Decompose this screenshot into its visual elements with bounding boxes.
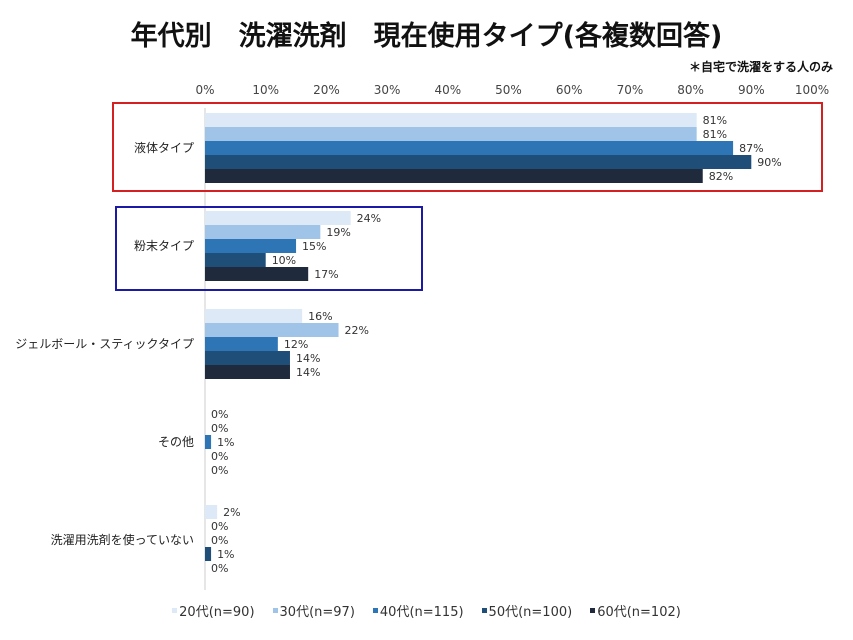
highlight-box-powder [115,206,423,291]
data-label: 15% [302,240,326,253]
x-tick-label: 50% [495,83,522,97]
legend-swatch [172,608,178,613]
data-label: 22% [345,324,369,337]
chart-note: ＊自宅で洗濯をする人のみ [688,60,833,74]
bar [205,239,297,253]
data-label: 17% [314,268,338,281]
data-label: 2% [223,506,240,519]
data-label: 12% [284,338,308,351]
bar [205,211,351,225]
bar-chart: 0% 10% 20% 30% 40% 50% 60% 70% 80% 90% 100% 81%81% 8… [15,83,829,590]
x-tick-label: 30% [374,83,401,97]
data-label: 0% [211,464,228,477]
legend-item: 40代(n=115) [372,601,464,620]
data-label: 1% [217,436,234,449]
data-label: 82% [709,170,733,183]
x-tick-label: 0% [195,83,214,97]
bar [205,169,703,183]
data-label: 24% [357,212,381,225]
category-label: 液体タイプ [134,140,194,155]
legend-label: 60代(n=102) [597,605,681,620]
bar [205,351,290,365]
chart-title: 年代別 洗濯洗剤 現在使用タイプ(各複数回答) [130,21,723,52]
highlight-box-liquid [112,102,823,192]
legend-swatch [272,608,278,613]
x-tick-label: 40% [434,83,461,97]
legend-item: 20代(n=90) [172,601,255,620]
bar [205,337,278,351]
data-label: 16% [308,310,332,323]
legend-label: 40代(n=115) [379,605,464,620]
data-label: 0% [211,534,228,547]
bar [205,365,290,379]
x-tick-label: 20% [313,83,340,97]
x-tick-label: 90% [738,83,765,97]
legend-swatch [372,608,378,613]
x-tick-label: 100% [795,83,829,97]
legend-swatch [590,608,596,613]
data-label: 0% [211,408,228,421]
bar [205,267,309,281]
data-label: 0% [211,450,228,463]
bar [205,323,339,337]
data-label: 0% [211,422,228,435]
x-tick-label: 80% [677,83,704,97]
category-label: その他 [158,435,194,449]
category-label: 粉末タイプ [134,239,194,253]
bar [205,141,734,155]
bar [205,155,752,169]
data-label: 0% [211,562,228,575]
data-label: 14% [296,366,320,379]
category-label: ジェルボール・スティックタイプ [15,337,194,351]
bar [205,253,266,267]
legend-swatch [481,608,487,613]
x-tick-label: 70% [617,83,644,97]
bar [205,505,218,519]
data-label: 0% [211,520,228,533]
legend-item: 50代(n=100) [481,601,573,620]
legend-item: 60代(n=102) [590,601,681,620]
data-label: 81% [703,128,727,141]
data-label: 1% [217,548,234,561]
legend: 20代(n=90) 30代(n=97) 40代(n=115) 50代(n=100) 60… [0,601,853,620]
bar [205,225,321,239]
legend-label: 30代(n=97) [279,605,355,620]
data-label: 90% [757,156,781,169]
x-tick-label: 60% [556,83,583,97]
legend-label: 50代(n=100) [488,605,573,620]
bar [205,435,212,449]
category-label: 洗濯用洗剤を使っていない [51,532,194,547]
data-label: 87% [739,142,763,155]
x-tick-label: 10% [252,83,279,97]
legend-item: 30代(n=97) [272,601,355,620]
bar [205,309,303,323]
data-label: 19% [326,226,350,239]
data-label: 81% [703,114,727,127]
bar [205,547,212,561]
bar [205,127,697,141]
bar [205,113,697,127]
data-label: 10% [272,254,296,267]
legend-label: 20代(n=90) [179,605,255,620]
data-label: 14% [296,352,320,365]
